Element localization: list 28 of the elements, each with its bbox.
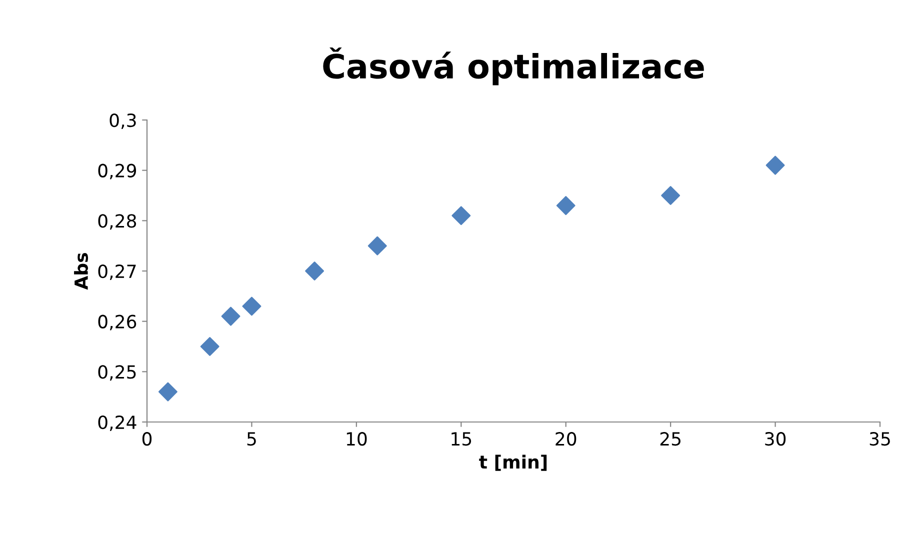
point	[158, 382, 178, 402]
point	[661, 186, 680, 205]
y-axis-title: Abs	[74, 253, 88, 290]
x-tick-label: 0	[142, 432, 152, 446]
point	[368, 236, 387, 256]
x-axis-title: t [min]	[479, 454, 547, 471]
point	[556, 196, 576, 216]
x-tick-label: 5	[247, 432, 256, 446]
point	[766, 156, 785, 175]
y-tick-label: 0,24	[98, 415, 136, 431]
y-tick-label: 0,25	[98, 365, 136, 381]
x-tick-label: 30	[765, 432, 786, 446]
y-tick-label: 0,26	[98, 314, 136, 330]
y-tick-label: 0,28	[98, 214, 136, 230]
x-tick-label: 15	[452, 432, 472, 446]
point	[452, 206, 471, 226]
point	[305, 262, 324, 280]
y-tick-label: 0,3	[110, 113, 136, 129]
chart-title: Časová optimalizace	[323, 47, 704, 86]
point	[242, 296, 262, 316]
x-tick-label: 25	[660, 432, 680, 446]
x-tick-label: 35	[870, 432, 890, 446]
point	[200, 337, 220, 356]
x-tick-label: 20	[556, 432, 576, 446]
y-tick-label: 0,27	[98, 264, 136, 280]
point	[221, 306, 240, 326]
x-tick-label: 10	[346, 432, 367, 446]
y-tick-label: 0,29	[98, 164, 136, 180]
